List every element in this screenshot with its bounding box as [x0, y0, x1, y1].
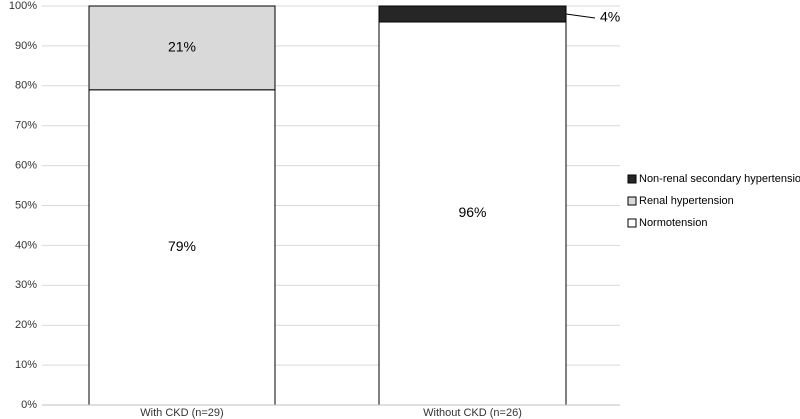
y-tick-label: 0% [21, 399, 37, 411]
x-tick-label: Without CKD (n=26) [423, 407, 522, 419]
legend-label: Normotension [639, 217, 707, 229]
y-tick-label: 100% [9, 0, 37, 12]
bar-segment [88, 5, 276, 91]
legend-label: Renal hypertension [639, 195, 734, 207]
value-label: 21% [168, 39, 196, 55]
bar-segment [378, 5, 567, 23]
y-tick-label: 80% [15, 80, 37, 92]
value-label: 4% [600, 9, 620, 25]
legend-swatch [627, 174, 637, 184]
y-tick-label: 50% [15, 199, 37, 211]
value-label: 79% [168, 238, 196, 254]
y-tick-label: 90% [15, 40, 37, 52]
y-tick-label: 70% [15, 120, 37, 132]
bar-segment [88, 89, 276, 406]
y-tick-label: 20% [15, 319, 37, 331]
bar-segment [378, 21, 567, 406]
y-tick-label: 10% [15, 359, 37, 371]
legend-swatch [627, 196, 637, 206]
legend-swatch [627, 218, 637, 228]
leader-line [565, 13, 596, 19]
value-label: 96% [458, 204, 486, 220]
x-tick-label: With CKD (n=29) [140, 407, 223, 419]
y-tick-label: 40% [15, 239, 37, 251]
y-tick-label: 30% [15, 279, 37, 291]
legend-label: Non-renal secondary hypertension [639, 173, 800, 185]
y-tick-label: 60% [15, 160, 37, 172]
